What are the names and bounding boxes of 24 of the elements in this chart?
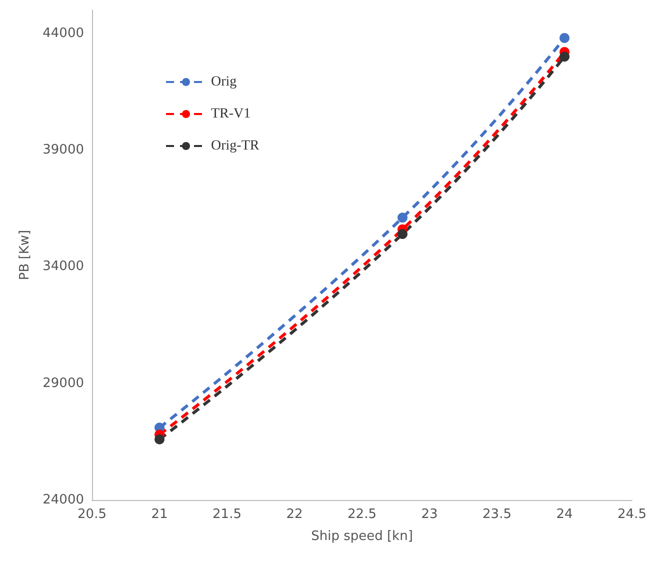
y-tick-label: 34000 [42,259,84,274]
point [154,434,164,444]
point [560,33,570,43]
y-tick-label: 24000 [42,492,84,508]
legend-label: TR-V1 [211,106,251,122]
x-tick-label: 20.5 [78,507,106,522]
point [398,212,408,223]
point [398,229,408,239]
point [560,52,570,62]
y-tick-label: 29000 [42,376,84,391]
x-tick-label: 22.5 [348,507,376,522]
x-tick-label: 23.5 [482,507,512,522]
x-tick-label: 21 [151,507,168,522]
x-tick-label: 24.5 [618,507,646,522]
y-axis-title: PB [Kw] [18,230,33,280]
y-tick-label: 39000 [42,142,84,158]
legend-label: Orig [211,74,237,90]
x-tick-label: 21.5 [212,507,242,522]
y-tick-label: 44000 [42,26,84,41]
x-tick-label: 23 [421,507,438,522]
legend-label: Orig-TR [211,138,260,154]
x-axis-title: Ship speed [kn] [311,529,413,544]
x-tick-label: 22 [286,507,303,522]
x-tick-label: 24 [556,507,573,522]
